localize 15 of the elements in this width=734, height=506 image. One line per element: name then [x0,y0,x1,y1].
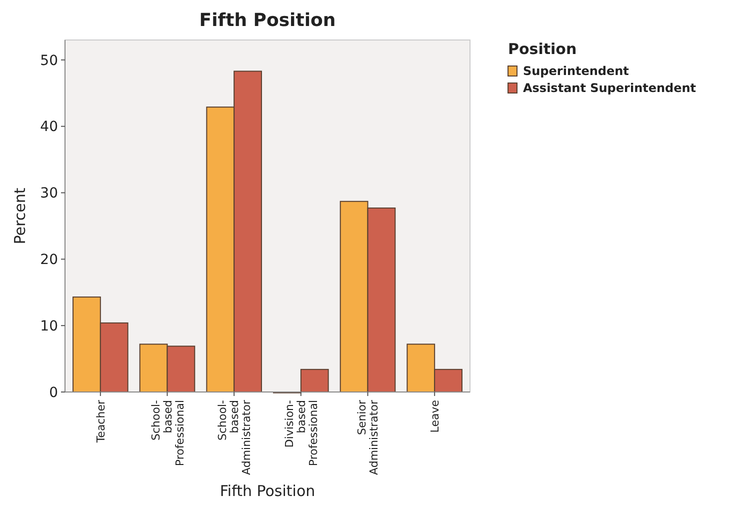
y-tick-label: 30 [40,186,58,202]
y-tick-label: 50 [40,52,58,69]
y-tick-label: 0 [49,384,58,401]
x-tick-label: School- based Professional [149,400,186,466]
x-tick-label: Teacher [94,400,108,444]
x-axis-title: Fifth Position [220,482,316,500]
y-tick-label: 40 [40,119,58,136]
legend-label: Superintendent [523,64,630,78]
legend-title: Position [508,40,577,58]
legend-label: Assistant Superintendent [523,81,696,95]
y-axis-title: Percent [11,188,29,244]
chart-title: Fifth Position [199,10,336,31]
y-tick-label: 10 [40,318,58,334]
y-tick-label: 20 [40,252,58,268]
x-tick-label: Leave [428,400,442,433]
